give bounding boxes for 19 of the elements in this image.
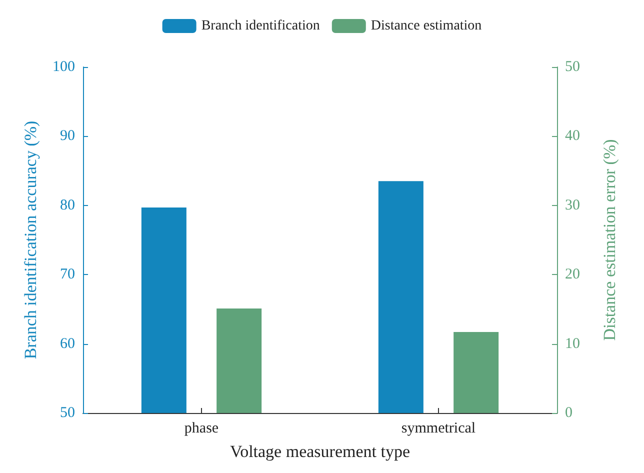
y-tick-label: 90 xyxy=(60,128,75,144)
y2-tick-label: 20 xyxy=(565,266,580,283)
y2-tick-label: 10 xyxy=(565,336,580,352)
y-tick-label: 80 xyxy=(60,197,75,214)
y2-tick-label: 50 xyxy=(565,59,580,75)
y-tick-label: 70 xyxy=(60,266,75,283)
legend-label: Branch identification xyxy=(201,18,320,34)
y2-tick-label: 40 xyxy=(565,128,580,144)
y-axis-title: Branch identification accuracy (%) xyxy=(21,120,40,360)
y2-axis-title: Distance estimation error (%) xyxy=(600,139,619,341)
legend-label: Distance estimation xyxy=(370,18,482,34)
y-tick-label: 50 xyxy=(60,405,75,421)
y2-tick-label: 0 xyxy=(565,405,572,421)
x-tick-label: phase xyxy=(184,420,219,436)
x-axis-title: Voltage measurement type xyxy=(230,442,410,461)
y-tick-label: 60 xyxy=(60,336,75,352)
y-tick-label: 100 xyxy=(52,59,75,75)
y2-tick-label: 30 xyxy=(565,197,580,214)
x-tick-label: symmetrical xyxy=(401,420,476,436)
